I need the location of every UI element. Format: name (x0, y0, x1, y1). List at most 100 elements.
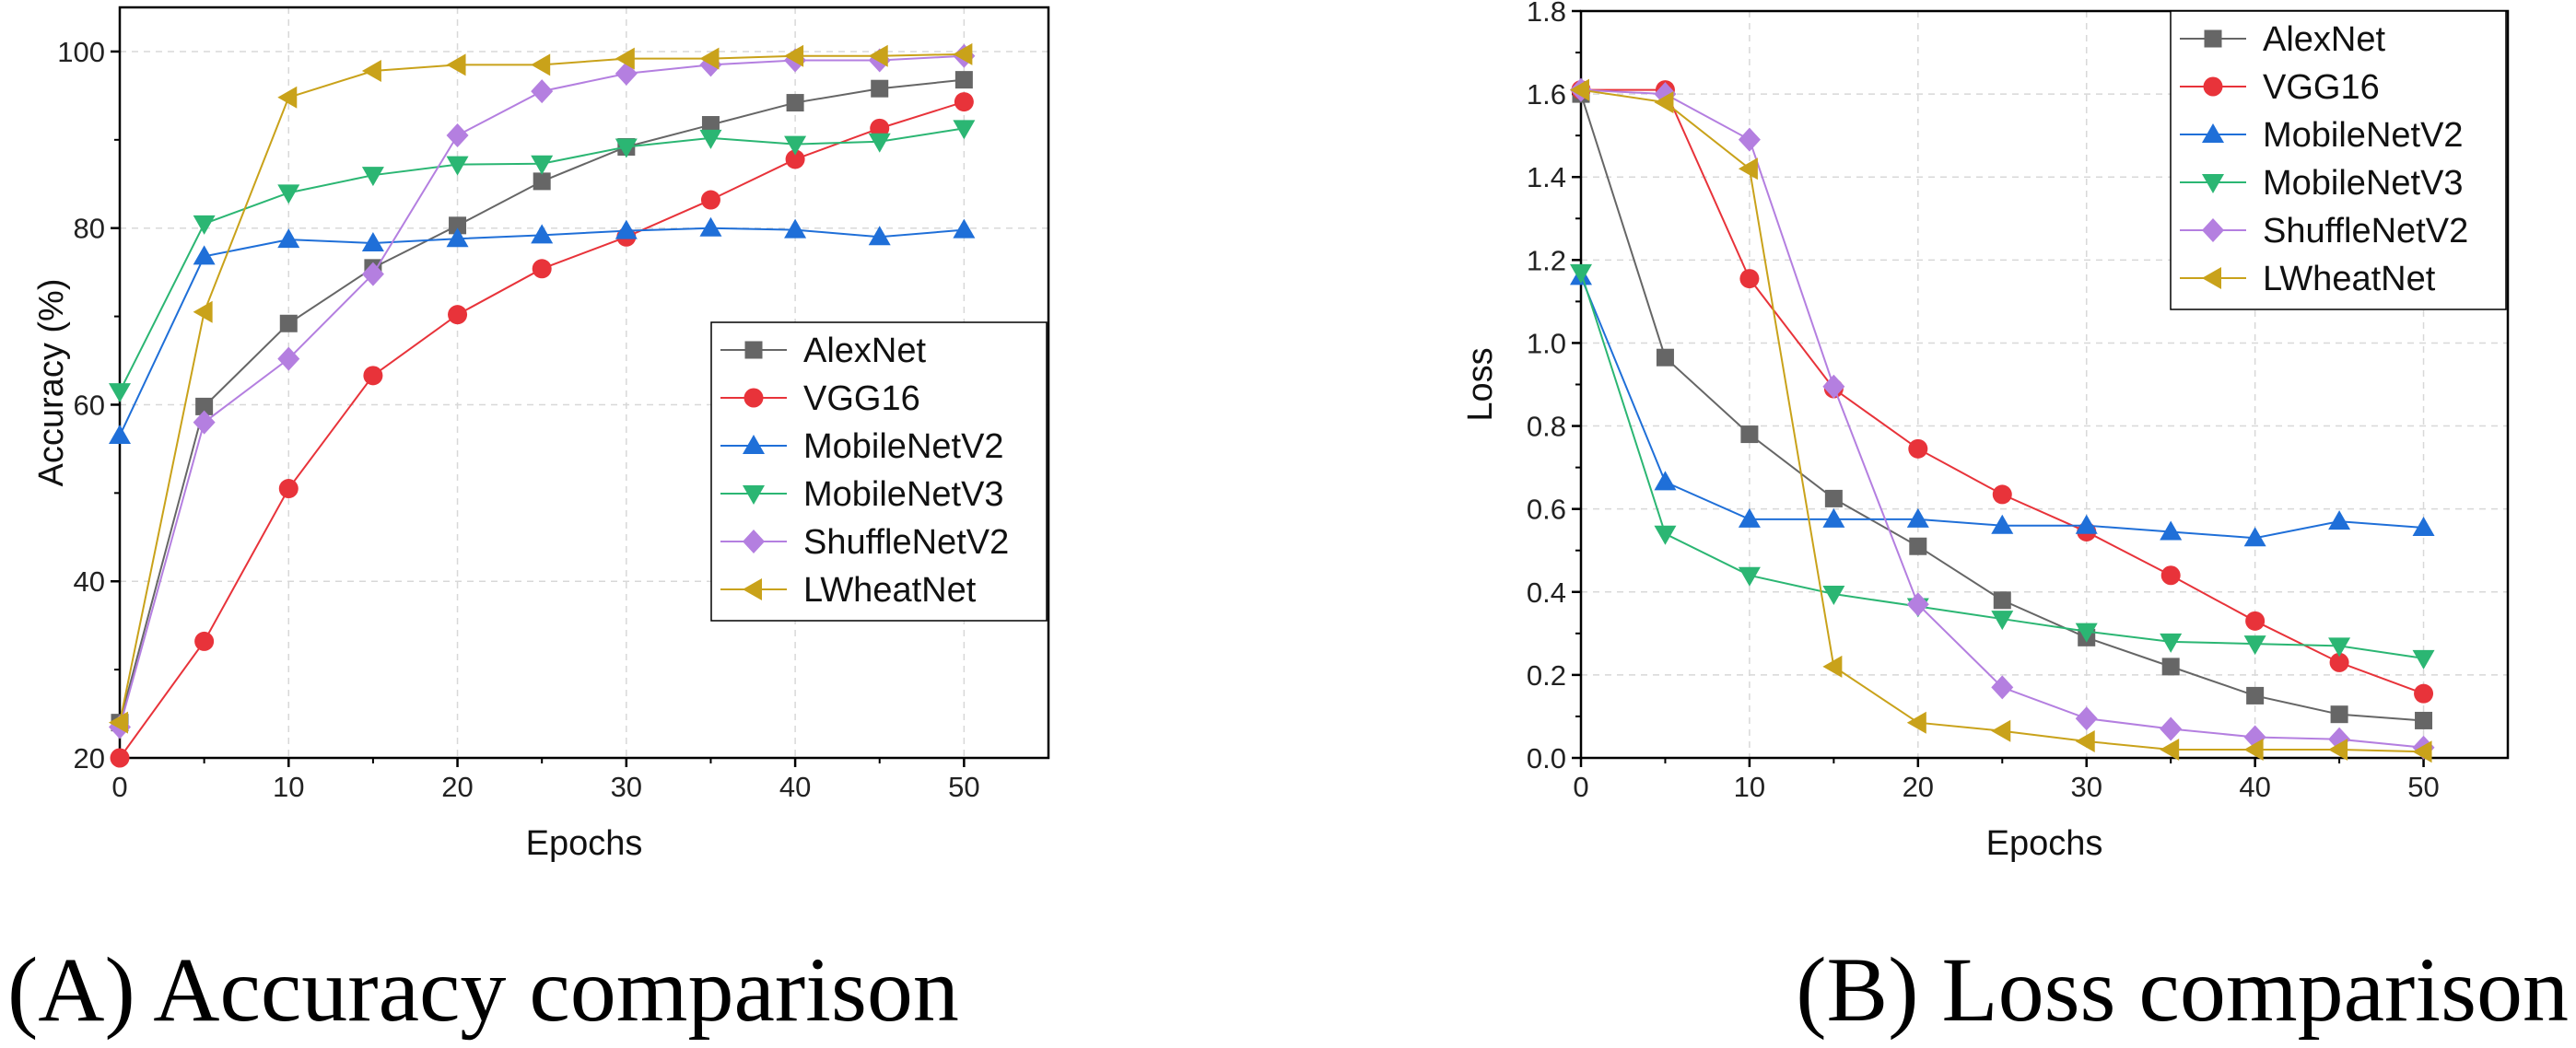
data-point-alexnet (2161, 658, 2180, 676)
series-lwheatnet (109, 42, 973, 734)
data-point-mobilenetv3 (868, 133, 891, 153)
legend-label-mobilenetv3: MobileNetV3 (2263, 164, 2464, 203)
legend-label-lwheatnet: LWheatNet (803, 571, 977, 610)
x-tick-label: 40 (2239, 771, 2270, 803)
data-point-lwheatnet (2160, 738, 2180, 761)
y-tick-label: 1.2 (1527, 244, 1566, 276)
y-tick-label: 1.0 (1527, 327, 1566, 359)
data-point-vgg16 (785, 149, 805, 169)
accuracy-chart: 0 10 20 30 40 50 20 40 60 80 100 Epochs Accuracy (%)… (32, 6, 1050, 863)
data-point-lwheatnet (868, 44, 888, 67)
data-point-lwheatnet (2075, 729, 2095, 752)
legend: AlexNet VGG16 MobileNetV2 MobileNetV3 Shuffl… (2170, 10, 2507, 310)
legend-label-shufflenetv2: ShuffleNetV2 (803, 523, 1009, 562)
legend-label-alexnet: AlexNet (2263, 20, 2385, 59)
data-point-lwheatnet (361, 60, 381, 83)
data-point-vgg16 (194, 631, 215, 651)
series-mobilenetv2 (1570, 265, 2435, 547)
data-point-mobilenetv2 (784, 218, 807, 239)
data-point-alexnet (701, 116, 720, 134)
x-tick-label: 40 (779, 771, 811, 803)
y-tick-label: 100 (57, 36, 105, 68)
data-point-vgg16 (110, 748, 130, 768)
data-point-mobilenetv3 (1822, 586, 1845, 606)
data-point-vgg16 (278, 479, 299, 499)
data-point-mobilenetv3 (784, 135, 807, 156)
legend-marker-lwheatnet (743, 578, 762, 600)
data-point-mobilenetv2 (2075, 514, 2098, 534)
legend-marker-mobilenetv3 (2202, 174, 2224, 193)
legend-label-vgg16: VGG16 (803, 379, 920, 418)
x-tick-label: 0 (111, 771, 127, 803)
data-point-vgg16 (954, 92, 974, 112)
data-point-vgg16 (2414, 683, 2434, 704)
data-point-lwheatnet (615, 47, 635, 70)
legend-label-mobilenetv2: MobileNetV2 (803, 427, 1004, 466)
legend-marker-alexnet (2204, 29, 2222, 48)
data-point-lwheatnet (193, 300, 213, 323)
data-point-shufflenetv2 (2075, 706, 2098, 731)
loss-chart: 0 10 20 30 40 50 0.0 0.2 0.4 0.6 0.8 1.0 1.2 1.4 1.6 1.… (1461, 0, 2510, 863)
data-point-vgg16 (870, 118, 890, 138)
data-point-shufflenetv2 (1822, 374, 1845, 399)
data-point-mobilenetv3 (277, 184, 300, 204)
y-tick-label: 1.4 (1527, 161, 1566, 193)
y-tick-label: 20 (74, 742, 105, 774)
y-tick-label: 0.2 (1527, 659, 1566, 692)
data-point-mobilenetv2 (1654, 471, 1677, 491)
data-point-alexnet (954, 71, 973, 89)
y-axis-label: Accuracy (%) (32, 279, 71, 487)
x-tick-label: 10 (273, 771, 304, 803)
legend-label-vgg16: VGG16 (2263, 68, 2380, 107)
data-point-lwheatnet (953, 42, 973, 65)
legend-marker-mobilenetv2 (2202, 123, 2224, 143)
data-point-mobilenetv3 (109, 383, 131, 403)
data-point-alexnet (1656, 348, 1674, 367)
data-point-vgg16 (1908, 438, 1928, 459)
series-mobilenetv2 (109, 216, 976, 445)
data-point-shufflenetv2 (446, 123, 469, 148)
data-point-mobilenetv2 (615, 219, 638, 239)
data-point-lwheatnet (1654, 91, 1674, 114)
x-tick-label: 30 (611, 771, 642, 803)
data-point-lwheatnet (109, 711, 128, 734)
y-tick-label: 1.8 (1527, 0, 1566, 28)
data-point-mobilenetv3 (1738, 566, 1761, 587)
x-axis-label: Epochs (1986, 824, 2103, 863)
data-point-alexnet (871, 79, 889, 98)
data-point-lwheatnet (699, 47, 720, 70)
x-axis-label: Epochs (526, 824, 643, 863)
data-point-shufflenetv2 (277, 346, 300, 371)
y-tick-label: 60 (74, 389, 105, 421)
data-point-alexnet (533, 172, 551, 191)
legend-marker-shufflenetv2 (2202, 218, 2224, 242)
data-point-mobilenetv2 (2160, 520, 2183, 541)
data-point-alexnet (1740, 425, 1759, 444)
data-point-vgg16 (2160, 565, 2181, 586)
data-point-mobilenetv3 (2160, 633, 2183, 653)
data-point-mobilenetv2 (1991, 514, 2014, 534)
data-point-shufflenetv2 (361, 262, 384, 286)
legend-box (2170, 10, 2507, 310)
x-tick-label: 10 (1734, 771, 1765, 803)
series-lwheatnet (1570, 78, 2432, 763)
data-point-mobilenetv2 (1906, 507, 1929, 528)
data-point-alexnet (1824, 489, 1843, 507)
y-tick-label: 0.8 (1527, 411, 1566, 443)
data-point-alexnet (2246, 686, 2265, 704)
data-point-mobilenetv2 (953, 218, 976, 239)
x-tick-label: 0 (1573, 771, 1588, 803)
data-point-alexnet (449, 216, 467, 235)
data-point-mobilenetv2 (446, 227, 469, 248)
y-tick-label: 0.6 (1527, 494, 1566, 526)
legend-marker-shufflenetv2 (743, 530, 765, 553)
data-point-mobilenetv2 (109, 425, 131, 445)
series-vgg16 (110, 92, 974, 768)
data-point-mobilenetv3 (1991, 611, 2014, 631)
data-point-shufflenetv2 (531, 79, 554, 104)
data-point-mobilenetv2 (193, 245, 216, 265)
legend: AlexNet VGG16 MobileNetV2 MobileNetV3 Shuffl… (710, 321, 1048, 622)
data-point-vgg16 (2329, 652, 2349, 672)
y-tick-label: 80 (74, 213, 105, 245)
